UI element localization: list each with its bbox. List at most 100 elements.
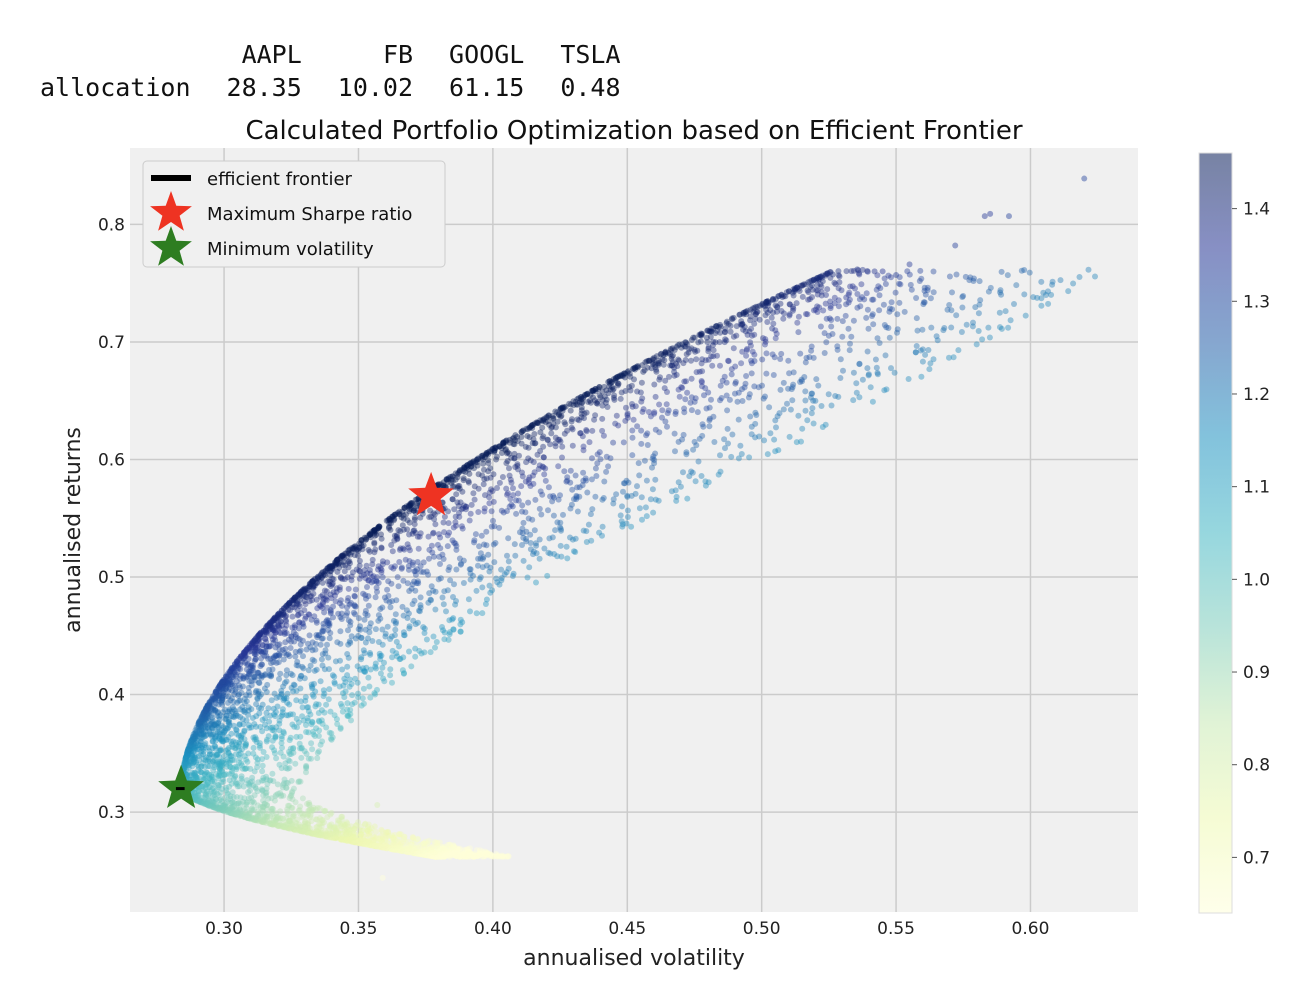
portfolio-point xyxy=(668,488,675,495)
portfolio-point xyxy=(659,407,666,414)
portfolio-point xyxy=(446,564,453,571)
portfolio-point xyxy=(843,268,850,275)
portfolio-point xyxy=(479,848,486,855)
portfolio-point xyxy=(338,813,345,820)
portfolio-point xyxy=(365,602,372,609)
portfolio-point xyxy=(314,755,321,762)
portfolio-point xyxy=(722,336,729,343)
portfolio-point xyxy=(437,561,443,567)
portfolio-point xyxy=(371,842,378,849)
portfolio-point xyxy=(448,846,455,853)
portfolio-point xyxy=(464,852,471,859)
portfolio-point xyxy=(373,841,379,848)
portfolio-point xyxy=(802,407,809,414)
portfolio-point xyxy=(432,853,439,860)
portfolio-point xyxy=(644,430,651,437)
portfolio-point xyxy=(728,371,735,378)
portfolio-point xyxy=(353,837,359,844)
portfolio-point xyxy=(436,839,443,846)
portfolio-point xyxy=(771,436,778,443)
portfolio-point xyxy=(355,837,362,844)
portfolio-point xyxy=(484,850,491,857)
portfolio-point xyxy=(1038,302,1045,309)
portfolio-point xyxy=(467,849,474,856)
portfolio-point xyxy=(769,351,776,358)
portfolio-point xyxy=(315,717,322,724)
portfolio-point xyxy=(874,369,881,376)
portfolio-point xyxy=(691,438,698,445)
portfolio-point xyxy=(748,431,755,438)
portfolio-point xyxy=(487,853,493,860)
allocation-row-label: allocation xyxy=(40,73,191,102)
portfolio-point xyxy=(450,852,457,859)
portfolio-point xyxy=(428,583,435,590)
portfolio-point xyxy=(471,496,478,503)
portfolio-point xyxy=(430,851,437,858)
portfolio-point xyxy=(734,398,741,405)
portfolio-point xyxy=(463,853,470,860)
portfolio-point xyxy=(453,853,460,860)
portfolio-point xyxy=(639,516,645,523)
portfolio-point xyxy=(424,851,431,858)
portfolio-point xyxy=(470,850,477,857)
portfolio-point xyxy=(426,852,433,859)
portfolio-point xyxy=(362,607,369,614)
portfolio-point xyxy=(392,626,399,633)
portfolio-point xyxy=(452,852,459,859)
portfolio-point xyxy=(373,843,380,850)
portfolio-point xyxy=(319,662,326,669)
portfolio-point xyxy=(921,284,928,291)
portfolio-point xyxy=(326,635,333,642)
portfolio-point xyxy=(417,602,424,609)
portfolio-point xyxy=(403,848,410,855)
portfolio-point xyxy=(262,715,269,722)
portfolio-point xyxy=(918,373,925,380)
portfolio-point xyxy=(666,373,672,380)
portfolio-point xyxy=(398,847,405,853)
portfolio-point xyxy=(260,774,267,781)
portfolio-point xyxy=(675,356,682,363)
portfolio-point xyxy=(406,623,413,630)
portfolio-point xyxy=(411,838,418,844)
portfolio-point xyxy=(809,405,816,412)
portfolio-point xyxy=(946,273,953,280)
portfolio-point xyxy=(519,525,526,532)
portfolio-point xyxy=(738,318,745,325)
portfolio-point xyxy=(367,842,374,848)
portfolio-point xyxy=(926,366,933,373)
portfolio-point xyxy=(429,843,436,850)
portfolio-point xyxy=(409,848,416,855)
portfolio-point xyxy=(457,628,464,635)
portfolio-point xyxy=(369,556,376,563)
portfolio-point xyxy=(337,574,344,581)
portfolio-point xyxy=(478,532,485,539)
portfolio-point xyxy=(470,853,476,860)
portfolio-point xyxy=(695,339,702,346)
portfolio-point xyxy=(918,275,925,282)
portfolio-point xyxy=(394,840,401,847)
portfolio-point xyxy=(430,633,437,640)
portfolio-point xyxy=(470,490,477,497)
portfolio-point xyxy=(272,652,279,659)
portfolio-point xyxy=(433,851,440,858)
portfolio-point xyxy=(366,832,373,839)
portfolio-point xyxy=(436,849,443,855)
portfolio-point xyxy=(381,844,388,851)
portfolio-point xyxy=(996,309,1003,316)
portfolio-point xyxy=(613,412,620,419)
portfolio-point xyxy=(290,785,297,792)
portfolio-point xyxy=(456,555,463,562)
portfolio-point xyxy=(630,365,637,372)
portfolio-point xyxy=(386,845,393,852)
portfolio-point xyxy=(390,846,397,853)
portfolio-point xyxy=(238,773,245,780)
portfolio-point xyxy=(706,423,713,430)
portfolio-point xyxy=(770,296,776,302)
portfolio-point xyxy=(854,304,861,311)
portfolio-point xyxy=(520,519,527,526)
portfolio-point xyxy=(226,777,233,784)
portfolio-point xyxy=(463,853,470,860)
portfolio-point xyxy=(318,707,325,714)
portfolio-point xyxy=(372,843,379,850)
portfolio-point xyxy=(466,848,473,855)
